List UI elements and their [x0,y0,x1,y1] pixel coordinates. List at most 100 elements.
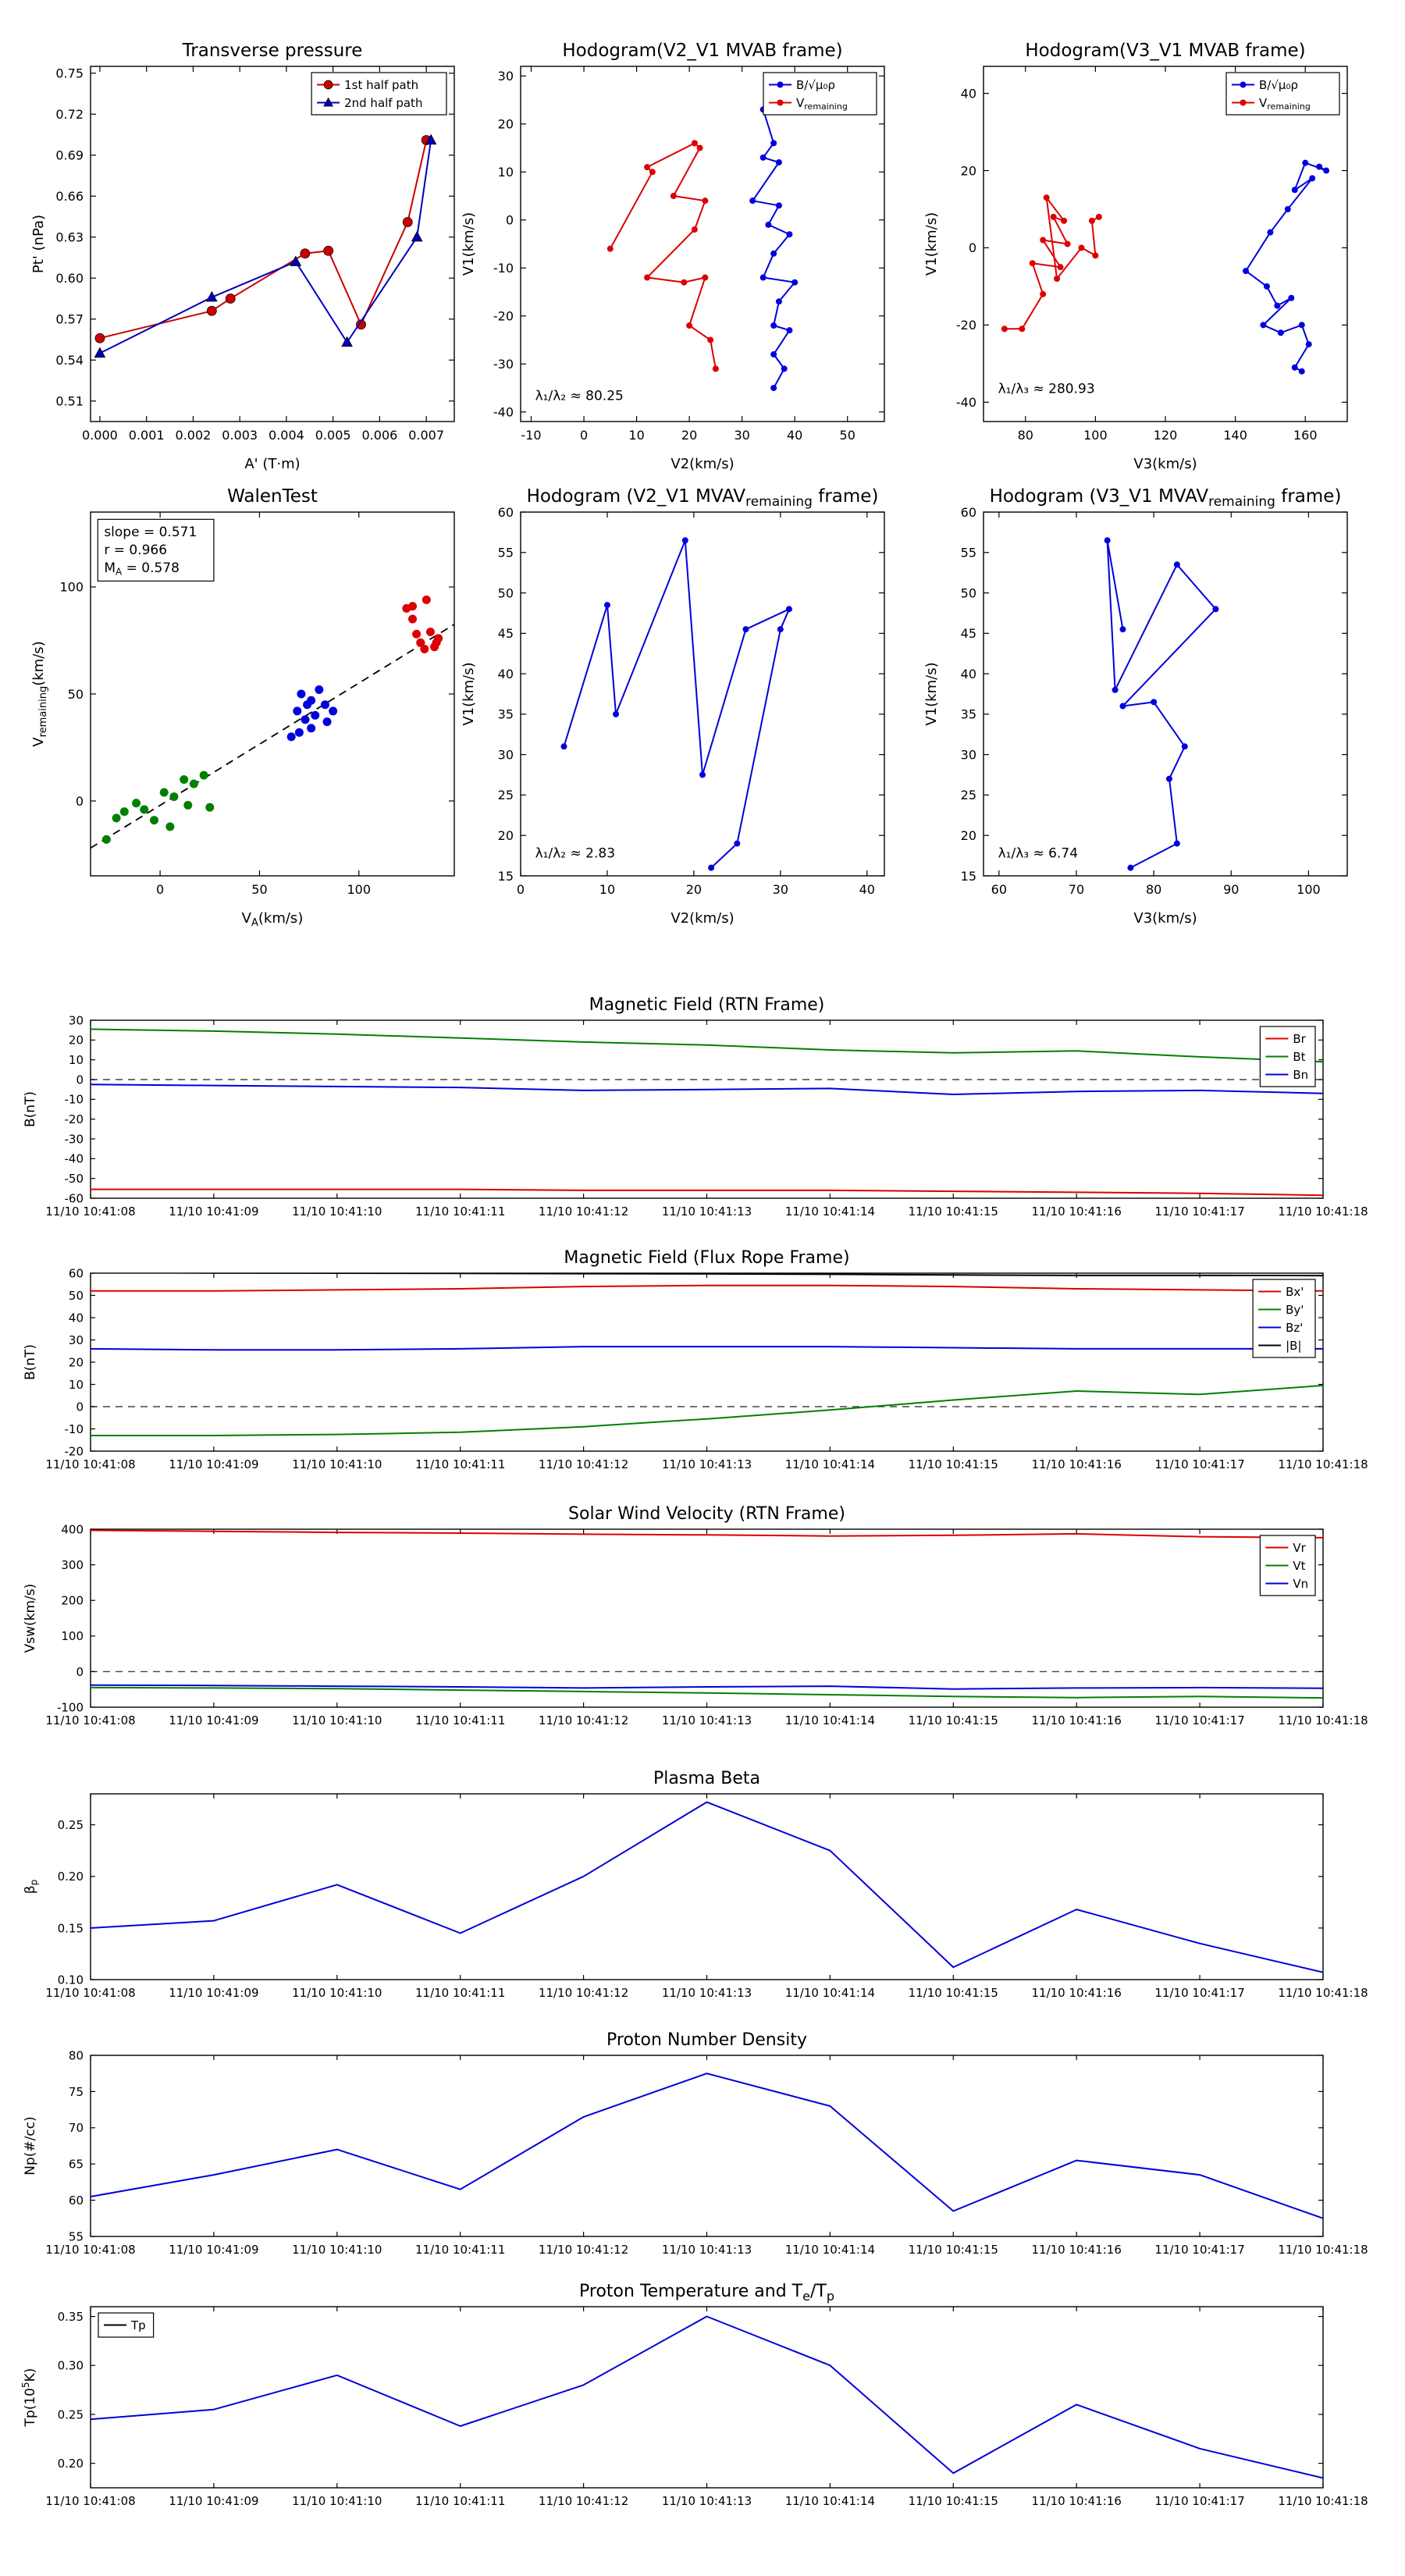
svg-text:70: 70 [1069,882,1084,897]
svg-text:11/10 10:41:12: 11/10 10:41:12 [539,2243,628,2257]
svg-text:Bx': Bx' [1286,1285,1304,1299]
series-group [91,595,454,849]
svg-text:-10: -10 [65,1422,84,1436]
tick-labels: 11/10 10:41:08 11/10 10:41:09 11/10 10:41:… [45,1266,1368,1471]
svg-text:Vr: Vr [1293,1541,1306,1555]
svg-text:0.15: 0.15 [58,1921,84,1935]
svg-text:11/10 10:41:10: 11/10 10:41:10 [292,1457,382,1471]
chart-title: Hodogram(V3_V1 MVAB frame) [1025,41,1305,61]
series-1st half path [94,135,432,343]
series-last-interval [402,595,443,653]
svg-text:11/10 10:41:11: 11/10 10:41:11 [415,1457,505,1471]
svg-text:80: 80 [1146,882,1161,897]
svg-text:By': By' [1286,1303,1304,1317]
svg-text:60: 60 [69,2194,84,2208]
svg-text:0: 0 [580,428,588,443]
svg-text:Bt: Bt [1293,1050,1305,1064]
y-axis-label: B(nT) [23,1091,38,1127]
svg-text:11/10 10:41:14: 11/10 10:41:14 [785,1457,875,1471]
svg-text:0: 0 [76,794,84,809]
svg-text:-40: -40 [956,395,976,410]
chart-hodogram-v3v1-mvav: 60 70 80 90 100 15 20 25 30 35 40 45 50 55 60 Hodogram … [917,473,1361,941]
series-Tp [91,2315,1323,2479]
svg-text:11/10 10:41:12: 11/10 10:41:12 [539,1986,628,2000]
chart-svg-hodogram_v3v1_mvab: 80 100 120 140 160 -40 -20 0 20 40 Hodogram(V3_V1 … [923,41,1348,472]
series-Bn [91,1083,1323,1095]
svg-text:-40: -40 [493,404,514,419]
svg-text:11/10 10:41:09: 11/10 10:41:09 [169,1713,258,1727]
legend: Bx' By' Bz' |B| [1252,1279,1316,1358]
svg-text:11/10 10:41:10: 11/10 10:41:10 [292,2243,382,2257]
series-Vremaining [1104,537,1219,871]
series-group [1104,537,1219,871]
legend: Br Bt Bn [1259,1026,1316,1087]
svg-text:20: 20 [961,828,976,843]
svg-text:11/10 10:41:08: 11/10 10:41:08 [45,2494,135,2508]
svg-text:11/10 10:41:15: 11/10 10:41:15 [909,1204,998,1219]
svg-text:|B|: |B| [1286,1339,1301,1353]
svg-text:11/10 10:41:12: 11/10 10:41:12 [539,1713,628,1727]
tick-labels: 11/10 10:41:08 11/10 10:41:09 11/10 10:41:… [45,1522,1368,1727]
svg-text:11/10 10:41:08: 11/10 10:41:08 [45,2243,135,2257]
series-group [91,1529,1323,1699]
svg-text:0: 0 [969,240,976,255]
chart-title: Solar Wind Velocity (RTN Frame) [568,1504,845,1524]
axis-ticks [520,511,884,877]
series-group [91,2315,1323,2479]
svg-text:0: 0 [517,882,525,897]
chart-transverse-pressure: 0.000 0.001 0.002 0.003 0.004 0.005 0.006 0.007… [24,27,468,486]
svg-text:100: 100 [59,580,84,595]
plot-area [90,1793,1324,1980]
svg-text:11/10 10:41:17: 11/10 10:41:17 [1154,1713,1244,1727]
svg-text:45: 45 [961,626,976,641]
series-Vr [91,1529,1323,1539]
svg-text:35: 35 [498,707,514,722]
plot-area [90,1528,1324,1708]
series-beta_p [91,1801,1323,1973]
series-B/√μ₀ρ [1243,159,1330,375]
chart-title: Proton Number Density [606,2030,807,2050]
svg-text:30: 30 [773,882,788,897]
svg-text:50: 50 [251,882,267,897]
axis-ticks [91,66,454,422]
svg-text:11/10 10:41:10: 11/10 10:41:10 [292,1713,382,1727]
series-group [560,537,792,871]
svg-text:11/10 10:41:13: 11/10 10:41:13 [662,1713,752,1727]
svg-text:0.000: 0.000 [82,428,118,443]
svg-text:0: 0 [76,1400,84,1414]
y-axis-label: V1(km/s) [923,662,940,725]
tick-labels: 0.000 0.001 0.002 0.003 0.004 0.005 0.006 0.007… [55,66,444,443]
svg-text:11/10 10:41:11: 11/10 10:41:11 [415,1204,505,1219]
svg-text:40: 40 [961,667,976,681]
x-axis-label: V2(km/s) [670,456,734,472]
y-axis-label: Pt' (nPa) [30,215,47,273]
chart-svg-hodogram_v2v1_mvab: -10 0 10 20 30 40 50 -40 -30 -20 -10 0 10 20 30 Hodogra… [461,41,885,472]
svg-text:0.005: 0.005 [315,428,351,443]
x-axis-label: V3(km/s) [1133,456,1197,472]
chart-plasma-beta: 11/10 10:41:08 11/10 10:41:09 11/10 10:41:… [0,1758,1405,2013]
svg-text:11/10 10:41:14: 11/10 10:41:14 [785,2243,875,2257]
annotation: λ₁/λ₃ ≈ 6.74 [998,846,1078,862]
svg-text:400: 400 [61,1522,84,1536]
y-axis-label: βp [23,1880,40,1894]
svg-text:Br: Br [1293,1032,1306,1046]
svg-text:0.54: 0.54 [55,353,84,368]
tick-labels: 11/10 10:41:08 11/10 10:41:09 11/10 10:41:… [45,2048,1368,2257]
series-group [91,1273,1323,1436]
plot-area [520,66,885,422]
svg-text:11/10 10:41:13: 11/10 10:41:13 [662,2494,752,2508]
svg-text:0: 0 [76,1073,84,1087]
axis-ticks [90,1019,1324,1199]
x-axis-label: V2(km/s) [670,910,734,927]
svg-text:1st half path: 1st half path [344,78,418,92]
svg-text:100: 100 [1083,428,1108,443]
svg-text:75: 75 [69,2085,84,2099]
svg-text:40: 40 [498,667,514,681]
chart-svg-hodogram_v3v1_mvav: 60 70 80 90 100 15 20 25 30 35 40 45 50 55 60 Hodogram … [923,486,1348,927]
svg-text:-20: -20 [65,1444,84,1458]
svg-text:11/10 10:41:12: 11/10 10:41:12 [539,1204,628,1219]
svg-text:40: 40 [961,86,976,101]
plot-area [90,1272,1324,1452]
svg-text:200: 200 [61,1594,84,1608]
svg-text:50: 50 [69,1289,84,1303]
